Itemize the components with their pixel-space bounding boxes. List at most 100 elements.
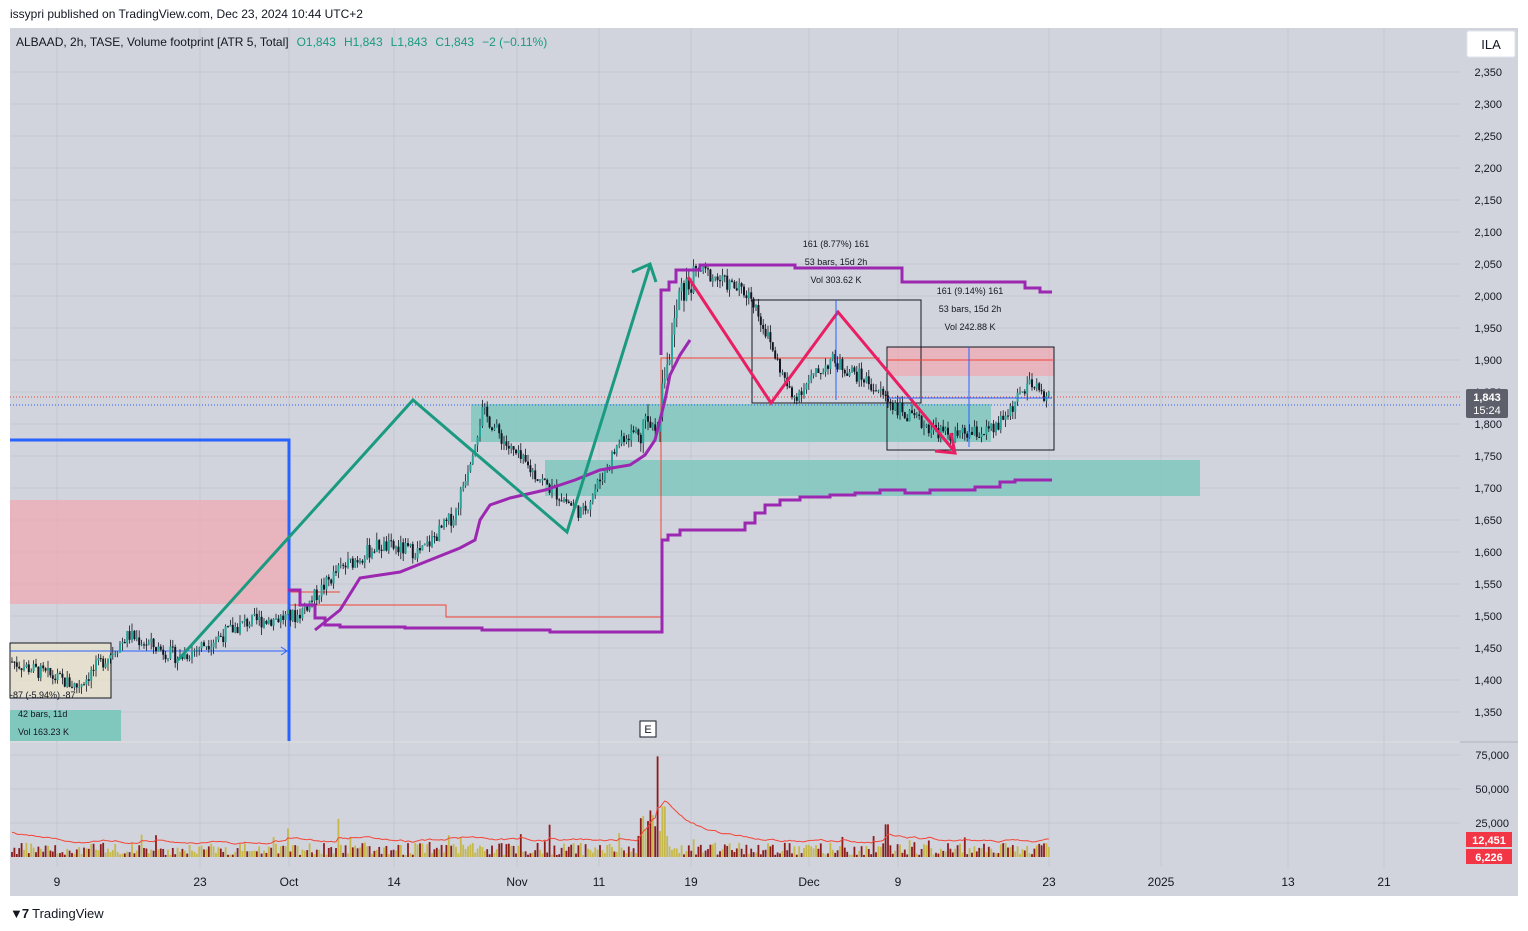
candle xyxy=(774,346,777,360)
candle xyxy=(39,663,42,682)
candle xyxy=(155,646,157,654)
volume-bar xyxy=(810,846,813,857)
volume-bar xyxy=(306,850,309,857)
candle xyxy=(831,351,834,362)
candle xyxy=(663,367,666,389)
candle xyxy=(889,398,892,411)
time-axis[interactable]: 9 23 Oct 14 Nov 11 19 Dec 9 23 2025 13 21 xyxy=(54,875,1391,889)
candle xyxy=(193,648,196,657)
candle xyxy=(49,667,52,678)
time-axis-bg[interactable] xyxy=(10,867,1518,896)
volume-bar xyxy=(188,844,191,857)
volume-series[interactable] xyxy=(11,756,1050,857)
volume-bar xyxy=(162,848,165,857)
candle xyxy=(923,420,925,436)
candle xyxy=(1026,376,1029,401)
candle xyxy=(611,450,613,474)
candle xyxy=(877,389,880,394)
candle xyxy=(872,383,875,395)
candle xyxy=(260,610,263,636)
volume-axis[interactable]: 75,000 50,000 25,000 xyxy=(1475,750,1509,830)
volume-bar xyxy=(39,848,42,857)
candle xyxy=(392,539,395,551)
volume-bar xyxy=(131,843,133,857)
volume-bar xyxy=(140,834,143,857)
volume-bar xyxy=(615,851,618,857)
candle xyxy=(529,459,532,477)
candle xyxy=(152,638,155,654)
volume-tick: 75,000 xyxy=(1475,750,1509,762)
volume-bar xyxy=(246,851,249,857)
candle xyxy=(536,478,539,482)
candle xyxy=(42,662,45,672)
volume-bar xyxy=(769,846,772,857)
candle xyxy=(637,428,640,442)
volume-bar xyxy=(627,846,630,857)
candle xyxy=(719,274,721,289)
volume-bar xyxy=(354,845,357,857)
candle xyxy=(819,372,822,380)
candle xyxy=(707,264,709,277)
price-tick: 1,350 xyxy=(1474,707,1502,719)
candle xyxy=(1002,410,1005,421)
volume-bar xyxy=(786,850,789,857)
time-tick: Nov xyxy=(506,875,527,889)
volume-bar xyxy=(920,848,923,857)
candle xyxy=(805,382,808,394)
volume-bar xyxy=(678,852,681,857)
candle xyxy=(1009,403,1012,420)
candle xyxy=(128,625,131,644)
candle xyxy=(159,644,162,652)
candle xyxy=(195,645,198,657)
volume-bar xyxy=(968,848,971,857)
volume-bar xyxy=(59,853,61,857)
price-axis-bg[interactable] xyxy=(1460,28,1518,867)
candle xyxy=(992,419,995,439)
volume-bar xyxy=(875,852,877,857)
candle xyxy=(224,624,227,648)
candle xyxy=(174,644,177,668)
candle xyxy=(546,478,549,485)
currency-label[interactable]: ILA xyxy=(1481,37,1501,52)
volume-bar xyxy=(13,847,16,857)
volume-bar xyxy=(1007,847,1009,857)
volume-bar xyxy=(347,853,349,857)
volume-bar xyxy=(891,853,894,857)
volume-bar xyxy=(426,844,429,857)
candle xyxy=(167,657,169,662)
earnings-marker-box[interactable] xyxy=(639,720,657,738)
volume-bar xyxy=(935,852,937,857)
candle xyxy=(375,532,378,553)
demand-zone-upper xyxy=(471,404,991,442)
volume-bar xyxy=(102,842,105,857)
tradingview-brand[interactable]: ▼7 TradingView xyxy=(10,906,104,921)
price-pane[interactable] xyxy=(10,28,1460,741)
candle xyxy=(169,639,172,660)
currency-button[interactable] xyxy=(1466,30,1516,58)
volume-bar xyxy=(378,846,381,857)
candle xyxy=(966,431,969,442)
volume-bar xyxy=(668,846,671,857)
volume-bar xyxy=(462,844,465,857)
candle xyxy=(959,430,961,439)
candle xyxy=(272,618,275,631)
price-axis[interactable]: 2,350 2,300 2,250 2,200 2,150 2,100 2,050 2,000… xyxy=(1474,67,1502,719)
candle xyxy=(510,443,513,454)
volume-bar xyxy=(522,851,525,857)
candle xyxy=(330,578,333,586)
volume-bar xyxy=(781,851,784,857)
volume-bar xyxy=(992,852,995,857)
volume-bar xyxy=(812,848,815,857)
candle xyxy=(726,268,729,293)
volume-pane[interactable] xyxy=(10,743,1460,867)
candle xyxy=(714,276,717,282)
volume-bar xyxy=(738,842,741,857)
volume-bar xyxy=(985,852,988,857)
candle xyxy=(1023,389,1026,396)
volume-bar xyxy=(927,840,930,857)
volume-bar xyxy=(44,845,47,857)
candle xyxy=(356,555,359,568)
earnings-marker[interactable]: E xyxy=(644,724,651,736)
volume-bar xyxy=(908,840,911,857)
